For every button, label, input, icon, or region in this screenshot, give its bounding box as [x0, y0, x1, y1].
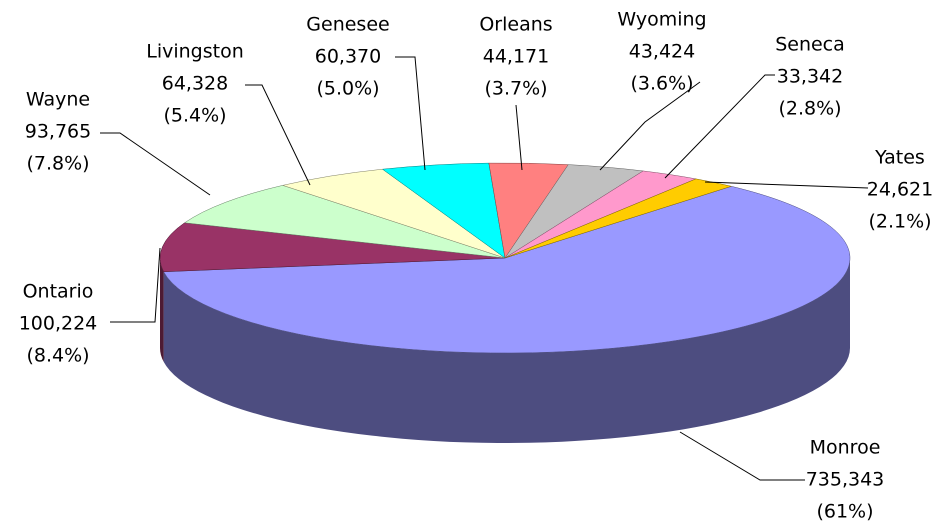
- leader-line: [100, 132, 211, 196]
- percent-label: (7.8%): [26, 153, 89, 175]
- value-label: 735,343: [806, 469, 885, 491]
- slice-name: Wyoming: [617, 9, 706, 31]
- percent-label: (3.7%): [484, 78, 547, 100]
- slice-name: Livingston: [146, 41, 244, 63]
- leader-line: [515, 104, 523, 171]
- value-label: 93,765: [25, 121, 91, 143]
- percent-label: (2.8%): [778, 98, 841, 120]
- leader-line: [664, 74, 775, 179]
- slice-name: Yates: [874, 147, 925, 169]
- value-label: 43,424: [629, 41, 695, 63]
- value-label: 44,171: [483, 46, 549, 68]
- value-label: 64,328: [162, 73, 228, 95]
- slice-side: [160, 258, 164, 362]
- percent-label: (61%): [816, 501, 873, 523]
- slice: [163, 186, 851, 354]
- slice-name: Seneca: [775, 34, 845, 56]
- slice-name: Monroe: [810, 437, 881, 459]
- leader-line: [679, 431, 805, 481]
- leader-line: [110, 247, 161, 323]
- slice-name: Genesee: [306, 14, 389, 36]
- percent-label: (2.1%): [868, 211, 931, 233]
- slice: [159, 222, 506, 273]
- value-label: 24,621: [867, 179, 933, 201]
- percent-label: (3.6%): [630, 73, 693, 95]
- percent-label: (5.4%): [163, 105, 226, 127]
- value-label: 60,370: [315, 46, 381, 68]
- slice-name: Wayne: [26, 89, 90, 111]
- slice-name: Ontario: [23, 281, 94, 303]
- leader-line: [245, 84, 311, 186]
- leader-line: [395, 56, 426, 171]
- percent-label: (8.4%): [26, 345, 89, 367]
- value-label: 100,224: [19, 313, 98, 335]
- percent-label: (5.0%): [316, 78, 379, 100]
- slice-side: [163, 258, 851, 444]
- leader-line: [599, 81, 701, 171]
- slice-name: Orleans: [479, 14, 552, 36]
- slice: [183, 185, 506, 259]
- leader-line: [704, 181, 869, 189]
- value-label: 33,342: [777, 66, 843, 88]
